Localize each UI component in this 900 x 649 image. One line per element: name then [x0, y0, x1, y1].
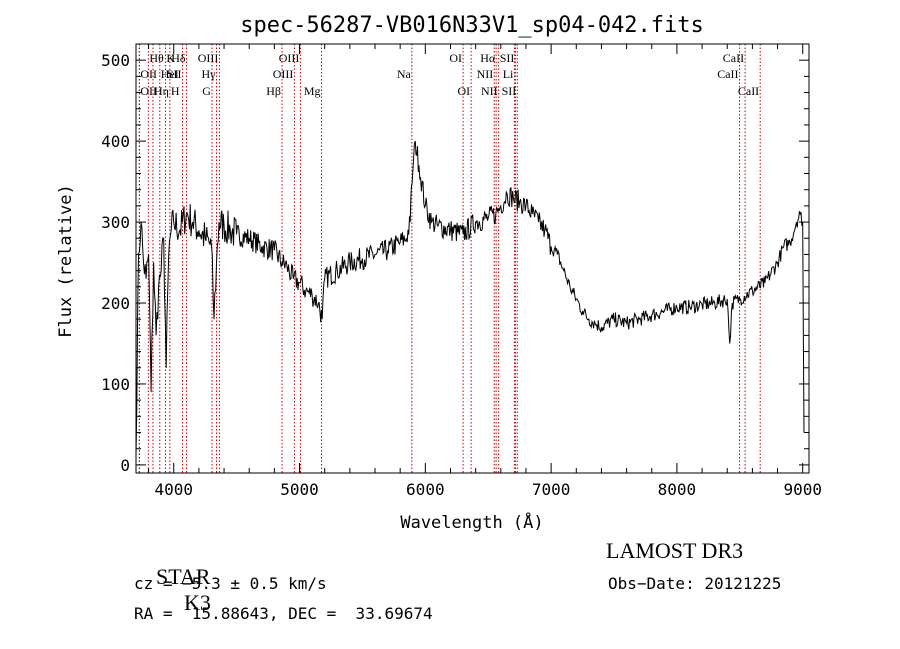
spectral-line-labels: Hθ OII OII HeI Hη K SII H Hδ OIII Hγ G Hβ OIII OIII Mg N…: [140, 51, 759, 98]
y-tick-label: 0: [120, 456, 130, 475]
y-tick-label: 500: [101, 51, 130, 70]
line-label-18: OI: [457, 84, 470, 98]
line-label-19: Hα: [480, 51, 496, 65]
line-label-9: OIII: [198, 51, 219, 65]
redshift-readout: cz = −5.3 ± 0.5 km/s: [134, 574, 327, 593]
y-axis: 0 100 200 300 400 500: [101, 51, 809, 475]
object-class: STAR K3: [134, 538, 211, 642]
line-label-5: K: [166, 51, 175, 65]
x-tick-label: 4000: [154, 480, 193, 499]
x-tick-label: 6000: [406, 480, 445, 499]
obs-date: Obs−Date: 20121225: [608, 574, 782, 593]
line-label-21: NII: [477, 67, 494, 81]
x-axis-label: Wavelength (Å): [400, 511, 543, 533]
line-label-8: Hδ: [171, 51, 186, 65]
x-tick-label: 9000: [783, 480, 822, 499]
x-axis: 4000 5000 6000 7000 8000 9000: [148, 44, 822, 499]
y-tick-label: 400: [101, 132, 130, 151]
line-label-11: G: [202, 84, 211, 98]
coordinates: RA = 15.88643, DEC = 33.69674: [134, 604, 433, 623]
spectrum-series-line: [135, 140, 805, 457]
line-label-10: Hγ: [202, 67, 217, 81]
line-label-12: Hβ: [266, 84, 281, 98]
y-tick-label: 300: [101, 213, 130, 232]
line-label-24: SII: [502, 84, 517, 98]
line-label-7: H: [171, 84, 180, 98]
y-tick-label: 200: [101, 294, 130, 313]
line-label-3: HeI: [161, 67, 179, 81]
x-tick-label: 5000: [280, 480, 319, 499]
y-axis-label: Flux (relative): [56, 184, 76, 338]
line-label-27: CaII: [738, 84, 759, 98]
line-label-16: Na: [397, 67, 412, 81]
line-label-23: NII: [481, 84, 498, 98]
y-tick-label: 100: [101, 375, 130, 394]
line-label-6: SII: [167, 67, 182, 81]
line-label-13: OIII: [279, 51, 300, 65]
line-label-25: CaII: [723, 51, 744, 65]
line-label-20: SII: [500, 51, 515, 65]
line-label-2: OII: [140, 84, 157, 98]
x-tick-label: 8000: [658, 480, 697, 499]
line-label-14: OIII: [273, 67, 294, 81]
class-label: STAR: [156, 564, 211, 589]
line-label-22: Li: [503, 67, 514, 81]
plot-frame: [135, 43, 810, 474]
chart-title: spec-56287-VB016N33V1_sp04-042.fits: [240, 13, 704, 38]
line-label-17: OI: [449, 51, 462, 65]
spectral-line-markers: [138, 44, 761, 473]
line-label-15: Mg: [304, 84, 321, 98]
line-label-0: Hθ: [149, 51, 164, 65]
x-tick-label: 7000: [532, 480, 571, 499]
line-label-1: OII: [140, 67, 157, 81]
subclass-label: K3: [184, 590, 211, 615]
line-label-4: Hη: [154, 84, 169, 98]
survey-label: LAMOST DR3: [606, 538, 744, 563]
line-label-26: CaII: [717, 67, 738, 81]
